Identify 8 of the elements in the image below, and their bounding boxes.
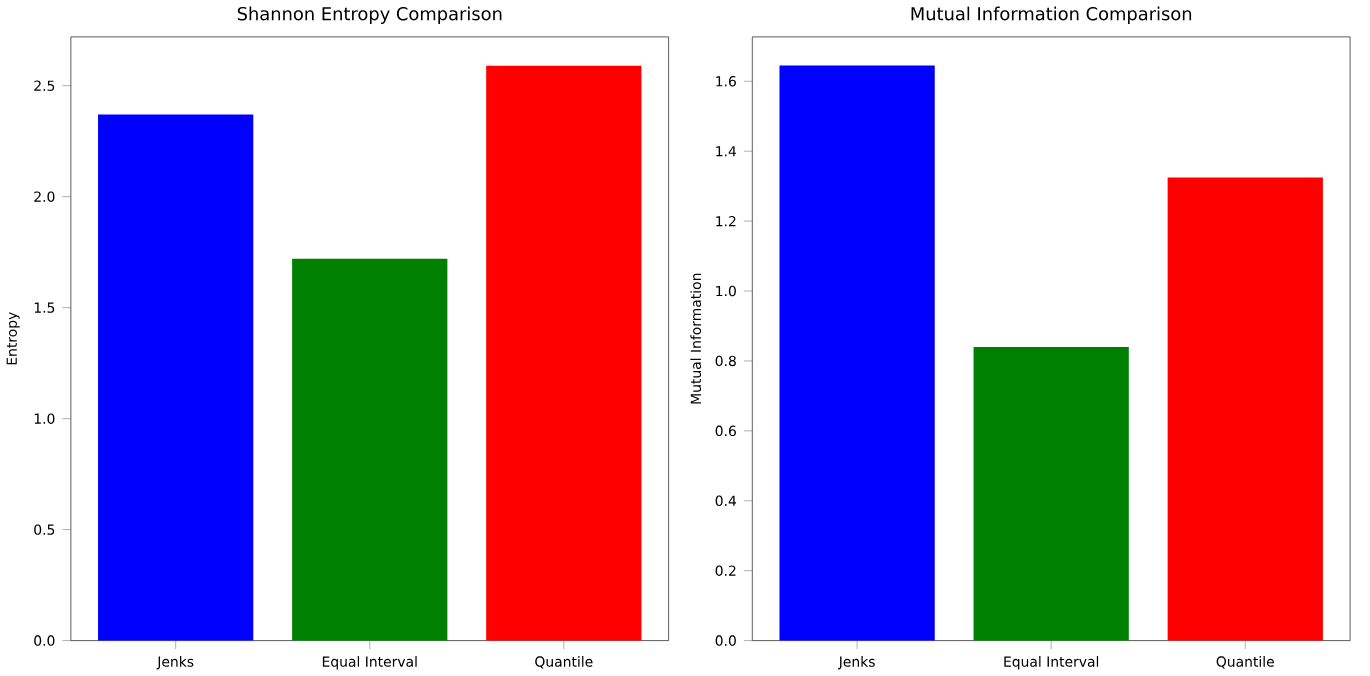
chart-title: Shannon Entropy Comparison xyxy=(237,6,502,24)
bar xyxy=(973,346,1129,641)
bar xyxy=(486,65,642,641)
bar xyxy=(98,114,254,641)
bar xyxy=(292,258,448,641)
bar xyxy=(779,65,935,641)
bar xyxy=(1167,177,1323,641)
chart-title: Mutual Information Comparison xyxy=(911,6,1192,24)
